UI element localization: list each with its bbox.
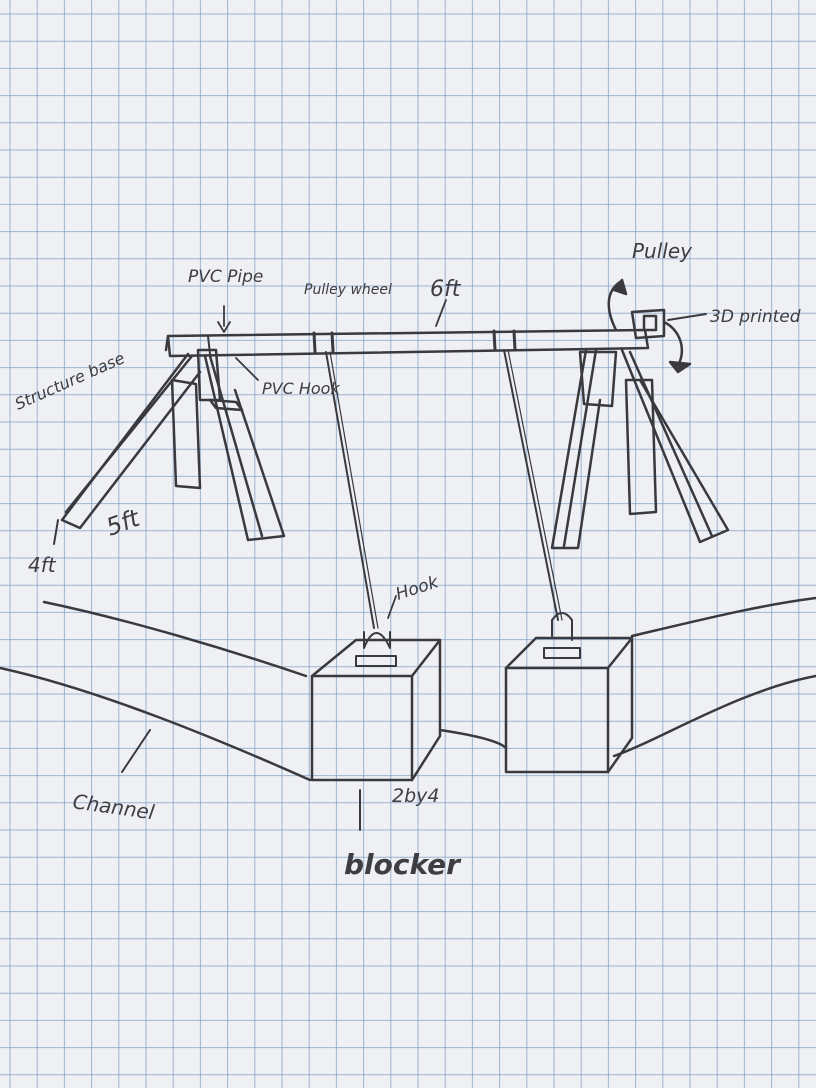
right-blocker — [504, 612, 634, 774]
right-structure-base — [550, 348, 730, 550]
label-pulley-wheel: Pulley wheel — [304, 282, 392, 298]
label-beam-length: 6ft — [430, 277, 462, 302]
left-structure-base — [53, 348, 286, 545]
label-pvc-hook: PVC Hook — [262, 379, 340, 398]
label-pulley: Pulley — [632, 239, 693, 263]
label-lumber-size: 2by4 — [392, 785, 439, 807]
label-leg-length: 5ft — [102, 503, 144, 541]
label-3d-printed: 3D printed — [710, 307, 801, 327]
label-pvc-pipe: PVC Pipe — [188, 267, 263, 287]
label-base-width: 4ft — [28, 553, 57, 577]
pvc-pipe-beam — [164, 328, 650, 358]
label-blocker: blocker — [344, 848, 462, 881]
label-channel: Channel — [71, 789, 156, 824]
channel — [0, 596, 816, 782]
pulley-assembly — [607, 278, 707, 374]
leader-lines — [217, 299, 447, 619]
label-structure-base: Structure base — [12, 348, 128, 413]
ropes — [325, 349, 563, 629]
left-blocker — [310, 631, 442, 831]
